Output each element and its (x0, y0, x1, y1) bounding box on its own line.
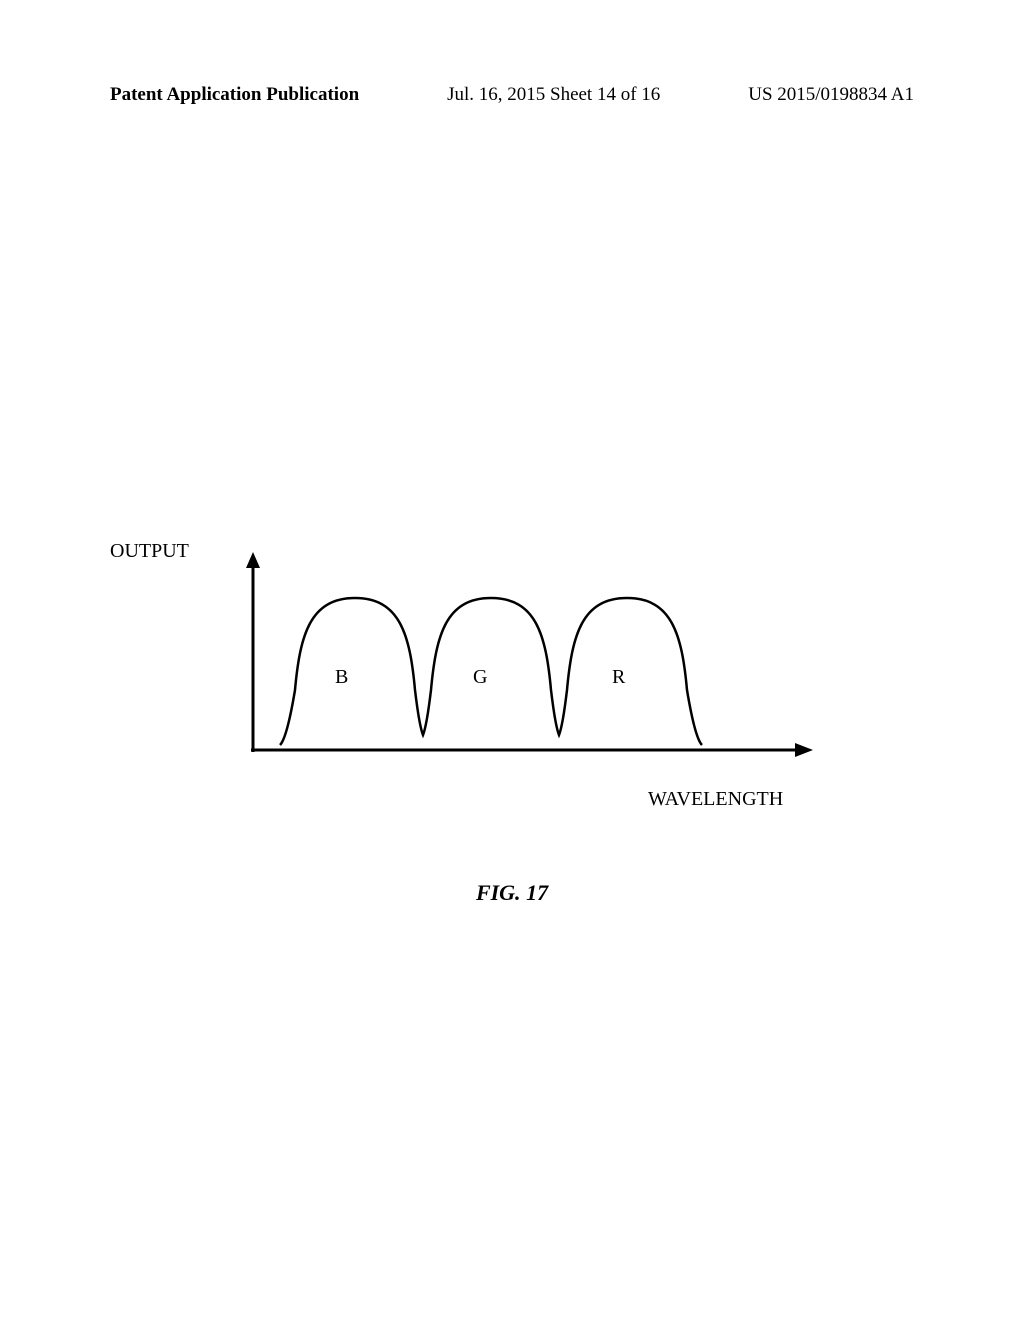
figure-prefix: FIG. (476, 880, 526, 905)
header-left-text: Patent Application Publication (110, 84, 359, 106)
spectrum-chart (205, 550, 825, 780)
x-axis-arrow (795, 743, 813, 757)
curve-label-b: B (335, 666, 348, 689)
y-axis-arrow (246, 552, 260, 568)
header-center-text: Jul. 16, 2015 Sheet 14 of 16 (447, 84, 660, 106)
curve-label-r: R (612, 666, 625, 689)
chart-svg (205, 550, 825, 780)
figure-number: 17 (526, 880, 548, 905)
patent-header: Patent Application Publication Jul. 16, … (0, 84, 1024, 106)
x-axis-label: WAVELENGTH (648, 788, 783, 811)
curve-label-g: G (473, 666, 487, 689)
figure-caption: FIG. 17 (0, 880, 1024, 906)
y-axis-label: OUTPUT (110, 540, 189, 563)
header-right-text: US 2015/0198834 A1 (748, 84, 914, 106)
